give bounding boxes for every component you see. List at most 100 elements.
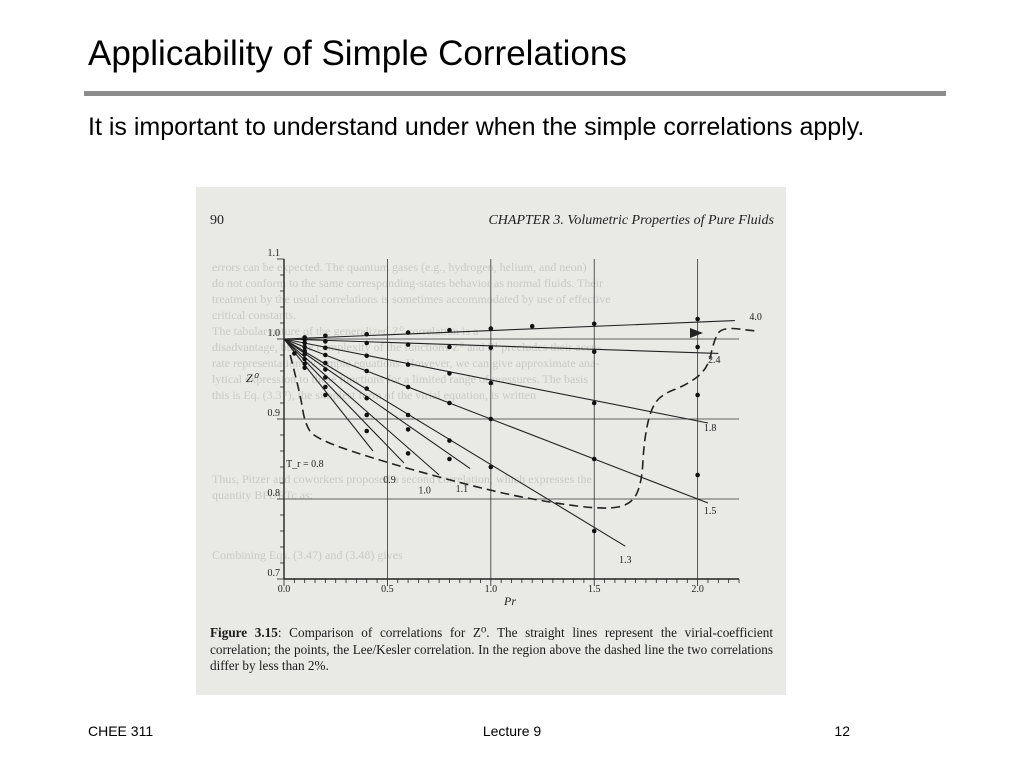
x-axis-label: Pr [503,594,516,608]
series-line [283,338,471,470]
data-point [364,340,370,346]
series-line [283,338,709,424]
ghost-text-line: this is Eq. (3.37), the simplest form of… [212,388,536,402]
x-tick-label: 0.5 [381,584,394,595]
data-point [292,351,297,356]
data-point [323,333,328,339]
ghost-text-line: disadvantage, but the complexity of the … [212,340,601,354]
ghost-text-line: critical constants. [212,308,296,322]
data-point [591,528,597,534]
ghost-text-line: do not conform to the same corresponding… [212,276,603,290]
data-point [302,337,307,343]
x-tick-label: 1.0 [485,584,498,595]
ghost-text-line: The tabular nature of the generalized Z⁰… [212,324,479,338]
series-line [283,338,440,476]
x-tick-label: 1.5 [588,584,601,595]
data-point [447,438,452,443]
data-point [323,367,328,372]
data-point [405,362,411,367]
data-point [364,353,370,359]
data-point [364,368,370,374]
data-point [405,451,411,456]
arrow-head-icon [690,328,703,338]
data-point [323,339,328,344]
textbook-figure-scan: errors can be expected. The quantum gase… [196,187,786,695]
title-divider [84,91,946,96]
footer-page-number: 12 [834,723,850,739]
data-point [591,321,597,327]
data-point [364,395,370,401]
data-point [447,400,452,406]
ghost-text-line: lytical expression to these functions fo… [212,372,588,386]
series-line [283,338,719,354]
data-point [405,384,411,390]
series-label: 2.4 [708,355,721,366]
data-point [488,416,494,422]
data-point [447,456,452,462]
series-label: 1.3 [619,555,632,566]
x-tick-label: 2.0 [691,584,704,595]
data-point [364,331,370,337]
series-label: 1.5 [704,506,717,517]
data-point [302,365,307,371]
footer-lecture: Lecture 9 [482,723,542,739]
data-point [323,392,328,398]
data-point [302,356,307,362]
x-tick-label: 0.0 [278,584,291,595]
data-point [591,400,597,406]
data-point [529,323,535,329]
ghost-text-line: treatment by the usual correlations is s… [212,292,611,306]
figure-caption-text: : Comparison of correlations for Z⁰. The… [210,625,773,673]
series-line [283,338,709,504]
data-point [695,344,700,350]
data-point [302,351,307,357]
data-point [405,412,411,418]
data-point [488,326,494,331]
data-point [488,345,494,351]
data-point [488,380,494,386]
book-chapter-header: CHAPTER 3. Volumetric Properties of Pure… [488,213,774,228]
data-point [302,361,307,367]
data-point [302,340,307,346]
data-point [447,344,452,350]
data-point [302,348,307,354]
series-label: 1.1 [456,484,469,495]
y-axis-label: Z⁰ [246,371,260,385]
data-point [591,349,597,355]
ghost-text-line: Thus, Pitzer and coworkers proposed a se… [212,472,592,486]
data-point [302,344,307,350]
data-point [447,371,452,376]
ghost-text-line: errors can be expected. The quantum gase… [212,260,587,274]
book-page-number: 90 [210,213,224,228]
data-point [364,386,370,391]
slide-title: Applicability of Simple Correlations [88,34,627,73]
series-line [283,320,735,340]
data-point [447,327,452,333]
figure-caption-label: Figure 3.15 [210,625,278,640]
footer-course: CHEE 311 [88,723,154,739]
y-tick-label: 1.0 [268,328,281,339]
series-label: T_r = 0.8 [286,459,324,470]
data-point [405,330,411,335]
series-label: 1.0 [418,485,431,496]
data-point [323,375,328,380]
data-point [591,456,597,462]
slide-body-text: It is important to understand under when… [88,113,865,141]
y-tick-label: 0.7 [268,568,281,579]
ghost-text-line: Combining Eqs. (3.47) and (3.48) gives [212,548,403,562]
data-point [405,342,411,347]
ghost-text-line: quantity BPc/RTc as: [212,488,313,502]
data-point [364,412,370,418]
data-point [323,352,328,358]
data-point [323,384,328,390]
series-line [283,338,374,452]
data-point [695,392,700,398]
series-label: 4.0 [749,312,762,323]
data-point [323,345,328,351]
series-label: 0.9 [383,475,396,486]
data-point [695,472,700,478]
series-label: 1.8 [704,423,717,434]
data-point [323,360,328,366]
data-point [488,464,494,470]
figure-caption: Figure 3.15: Comparison of correlations … [210,625,773,675]
